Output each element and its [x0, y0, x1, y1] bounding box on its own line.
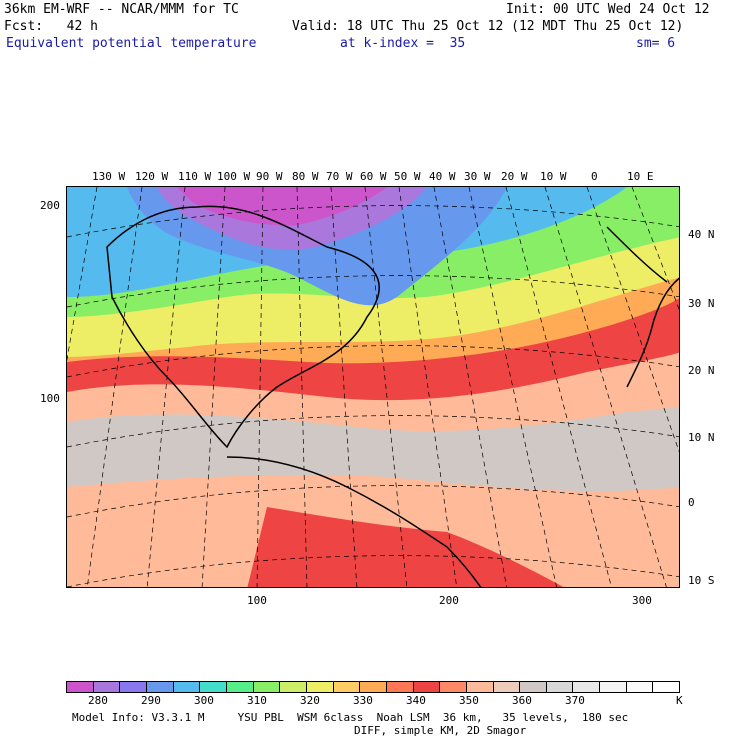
colorbar-swatch	[653, 682, 680, 692]
lon-label: 130 W	[92, 170, 126, 183]
lon-label: 100 W	[217, 170, 251, 183]
colorbar-swatch	[306, 682, 334, 692]
field-band-coldest	[177, 187, 387, 226]
lon-label: 0	[591, 170, 598, 183]
lat-label: 30 N	[688, 297, 715, 310]
smoothing-label: sm= 6	[636, 36, 676, 51]
model-title: 36km EM-WRF -- NCAR/MMM for TC	[4, 2, 239, 17]
colorbar-swatch	[626, 682, 654, 692]
field-band-humid	[67, 407, 679, 492]
colorbar-swatch	[440, 682, 467, 692]
colorbar-swatch	[173, 682, 201, 692]
lat-line	[67, 275, 679, 308]
map-canvas	[67, 187, 679, 587]
lat-line	[67, 205, 679, 238]
colorbar-swatch	[546, 682, 574, 692]
lon-line	[505, 187, 612, 587]
grid-x-label: 300	[632, 594, 652, 607]
colorbar-swatch	[386, 682, 414, 692]
lon-line	[330, 187, 358, 587]
lon-label: 40 W	[429, 170, 456, 183]
lon-label: 50 W	[394, 170, 421, 183]
colorbar-tick: 280	[88, 694, 108, 707]
lon-line	[146, 187, 186, 587]
field-band-south-america	[247, 507, 564, 587]
valid-time: Valid: 18 UTC Thu 25 Oct 12 (12 MDT Thu …	[292, 19, 684, 34]
colorbar-swatch	[253, 682, 281, 692]
lon-label: 30 W	[464, 170, 491, 183]
forecast-hour: Fcst: 42 h	[4, 19, 98, 34]
lat-label: 0	[688, 496, 695, 509]
grid-x-label: 200	[439, 594, 459, 607]
model-info-diff: DIFF, simple KM, 2D Smagor	[354, 724, 527, 737]
colorbar-tick: 370	[565, 694, 585, 707]
colorbar-tick: 290	[141, 694, 161, 707]
lat-line	[67, 485, 679, 518]
lat-line	[67, 345, 679, 378]
grid-y-label: 200	[40, 199, 60, 212]
lon-line	[296, 187, 308, 587]
colorbar-tick: 360	[512, 694, 532, 707]
lon-label: 120 W	[135, 170, 169, 183]
colorbar-unit: K	[676, 694, 683, 707]
lon-label: 10 W	[540, 170, 567, 183]
lat-label: 40 N	[688, 228, 715, 241]
colorbar-swatch	[520, 682, 547, 692]
colorbar-swatch	[573, 682, 601, 692]
lon-label: 80 W	[292, 170, 319, 183]
lon-line	[544, 187, 667, 587]
graticule	[67, 187, 679, 587]
colorbar-tick: 310	[247, 694, 267, 707]
level-label: at k-index = 35	[340, 36, 466, 51]
south-america-coast	[226, 456, 482, 587]
lon-label: 70 W	[326, 170, 353, 183]
lon-label: 90 W	[256, 170, 283, 183]
model-info: Model Info: V3.3.1 M YSU PBL WSM 6class …	[72, 711, 629, 724]
colorbar-swatch	[413, 682, 441, 692]
lat-label: 10 S	[688, 574, 715, 587]
colorbar-swatch	[226, 682, 254, 692]
lon-line	[364, 187, 408, 587]
colorbar-tick: 350	[459, 694, 479, 707]
colorbar-tick: 320	[300, 694, 320, 707]
lat-label: 10 N	[688, 431, 715, 444]
lat-line	[67, 555, 679, 587]
lon-label: 20 W	[501, 170, 528, 183]
europe-coast	[606, 226, 668, 283]
lon-line	[86, 187, 143, 587]
colorbar-swatch	[493, 682, 521, 692]
grid-x-label: 100	[247, 594, 267, 607]
lon-line	[256, 187, 264, 587]
grid-y-label: 100	[40, 392, 60, 405]
africa-coast	[626, 277, 679, 388]
colorbar-swatch	[93, 682, 121, 692]
north-america-coast	[106, 205, 380, 449]
colorbar-swatch	[280, 682, 307, 692]
lat-line	[67, 415, 679, 448]
lon-line	[398, 187, 458, 587]
colorbar-tick: 330	[353, 694, 373, 707]
colorbar	[66, 681, 680, 693]
field-name: Equivalent potential temperature	[6, 36, 257, 51]
colorbar-swatch	[200, 682, 227, 692]
lon-line	[468, 187, 557, 587]
colorbar-swatch	[120, 682, 147, 692]
colorbar-swatch	[146, 682, 174, 692]
theta-e-map	[66, 186, 680, 588]
colorbar-swatch	[333, 682, 361, 692]
lon-label: 60 W	[360, 170, 387, 183]
lon-line	[201, 187, 226, 587]
colorbar-swatch	[360, 682, 387, 692]
init-time: Init: 00 UTC Wed 24 Oct 12	[506, 2, 710, 17]
lat-label: 20 N	[688, 364, 715, 377]
colorbar-tick: 340	[406, 694, 426, 707]
colorbar-swatch	[466, 682, 494, 692]
lon-label: 110 W	[178, 170, 212, 183]
colorbar-swatch	[600, 682, 627, 692]
colorbar-tick: 300	[194, 694, 214, 707]
lon-label: 10 E	[627, 170, 654, 183]
colorbar-swatch	[67, 682, 94, 692]
